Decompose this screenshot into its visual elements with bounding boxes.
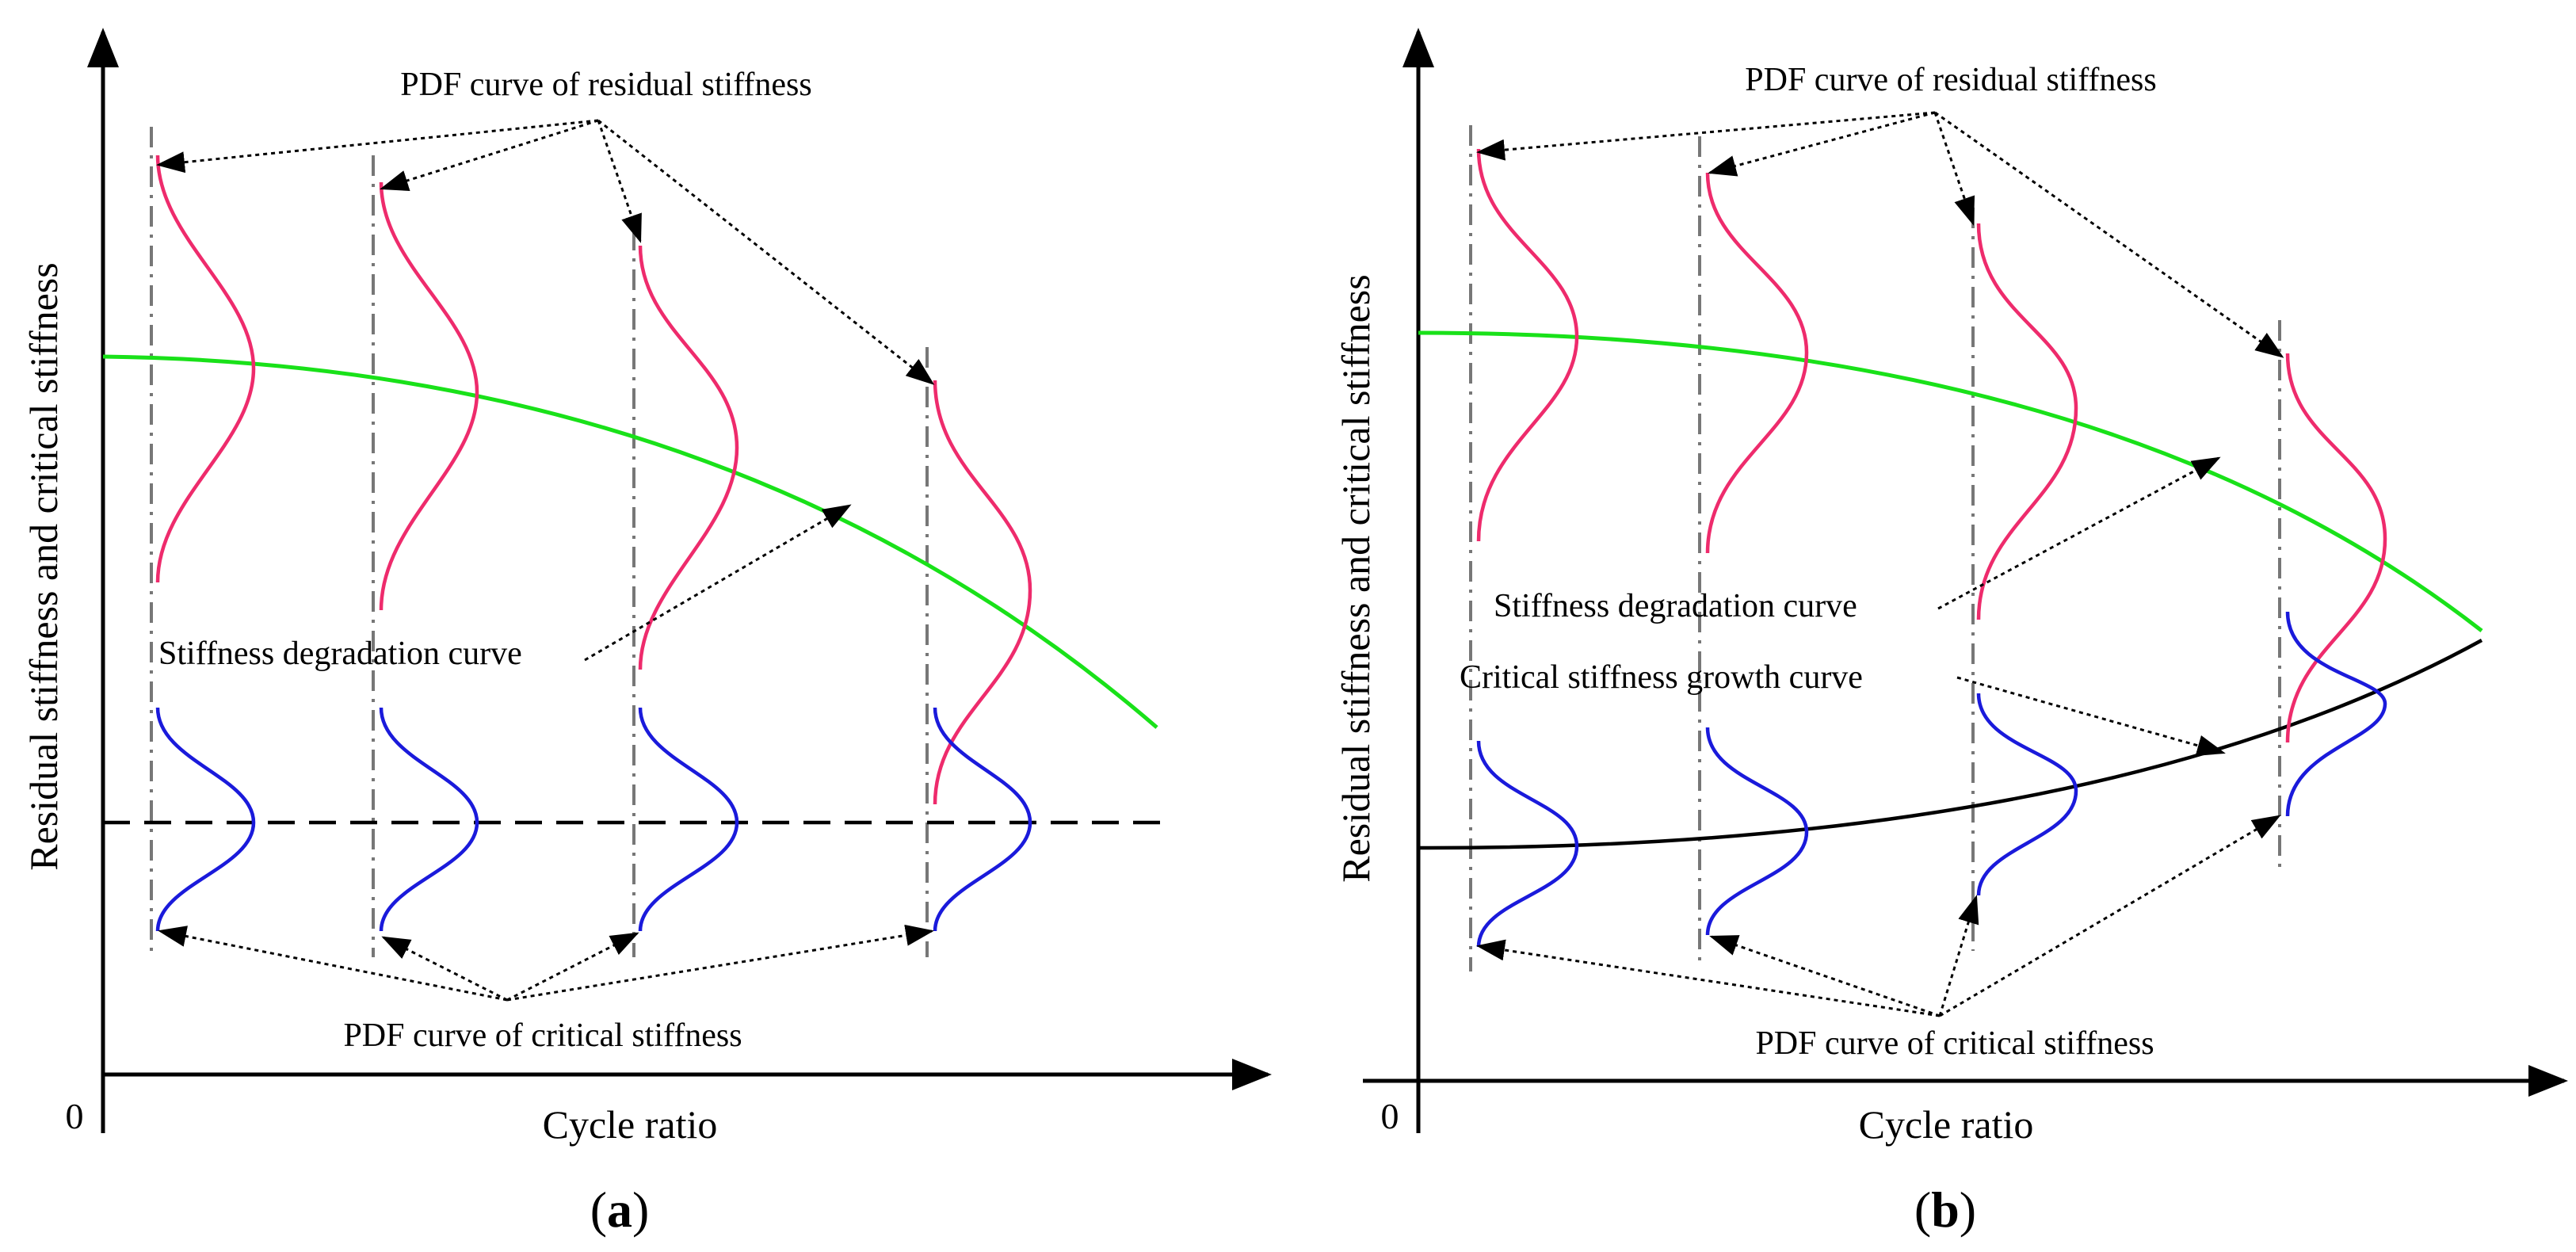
stiffness-degradation-curve (102, 354, 1158, 729)
x-axis-label: Cycle ratio (543, 1102, 718, 1147)
residual-pdf-curve (1476, 148, 1579, 542)
pdf-critical-label: PDF curve of critical stiffness (1755, 1025, 2154, 1062)
pdf-residual-label: PDF curve of residual stiffness (400, 67, 811, 103)
pointer-arrow (584, 504, 852, 662)
pointer-arrow (1938, 895, 1979, 1017)
x-axis-label: Cycle ratio (1859, 1102, 2034, 1147)
panel-a: Residual stiffness and critical stiffnes… (21, 28, 1272, 1238)
residual-pdf-curve (933, 380, 1032, 805)
pointer-arrow (1934, 111, 2284, 358)
panel-label-a: (a) (590, 1181, 650, 1238)
growth-label: Critical stiffness growth curve (1460, 659, 1863, 696)
pointer-arrow (1939, 815, 2281, 1017)
pointer-arrow (1956, 676, 2226, 757)
pointer-arrow (1937, 456, 2221, 610)
degradation-label: Stiffness degradation curve (158, 636, 522, 672)
critical-pdf-curve (1705, 727, 1809, 936)
critical-pdf-curve (638, 707, 739, 932)
pointer-arrow (158, 926, 508, 1002)
residual-pdf-curve (1976, 223, 2078, 620)
degradation-label: Stiffness degradation curve (1494, 588, 1857, 624)
panel-letter-a: a (607, 1181, 632, 1238)
pointer-arrow (380, 119, 599, 191)
pdf-residual-label: PDF curve of residual stiffness (1745, 62, 2156, 98)
pointer-arrow (597, 120, 642, 243)
residual-pdf-curve (155, 155, 256, 583)
origin-label: 0 (1381, 1096, 1399, 1136)
pointer-arrow (1708, 111, 1936, 177)
origin-label: 0 (66, 1096, 84, 1136)
pointer-arrow (506, 924, 934, 1002)
panel-b: Residual stiffness and critical stiffnes… (1334, 28, 2568, 1238)
pointer-arrow (1709, 935, 1941, 1017)
critical-pdf-curve (155, 707, 256, 932)
pointer-arrow (156, 119, 599, 174)
panel-label-b: (b) (1914, 1181, 1976, 1238)
y-axis-label: Residual stiffness and critical stiffnes… (21, 262, 66, 870)
pointer-arrow (506, 932, 639, 1002)
critical-pdf-curve (933, 707, 1032, 932)
critical-pdf-curve (1976, 693, 2078, 896)
critical-pdf-curve (1476, 740, 1579, 948)
residual-pdf-curve (638, 245, 739, 670)
stiffness-degradation-curve (1418, 330, 2483, 632)
critical-pdf-curve (2285, 611, 2387, 817)
pointer-arrow (1476, 939, 1941, 1017)
pointer-arrow (1933, 112, 1975, 226)
y-axis-label: Residual stiffness and critical stiffnes… (1334, 274, 1378, 882)
critical-pdf-curve (379, 707, 479, 932)
pointer-arrow (381, 936, 508, 1002)
pdf-critical-label: PDF curve of critical stiffness (343, 1017, 742, 1054)
panel-letter-b: b (1931, 1181, 1960, 1238)
residual-pdf-curve (2285, 353, 2387, 743)
residual-pdf-curve (379, 181, 479, 611)
pointer-arrow (597, 119, 935, 385)
critical-stiffness-growth-curve (1418, 639, 2483, 850)
residual-pdf-curve (1705, 172, 1809, 554)
pointer-arrow (1476, 111, 1936, 161)
